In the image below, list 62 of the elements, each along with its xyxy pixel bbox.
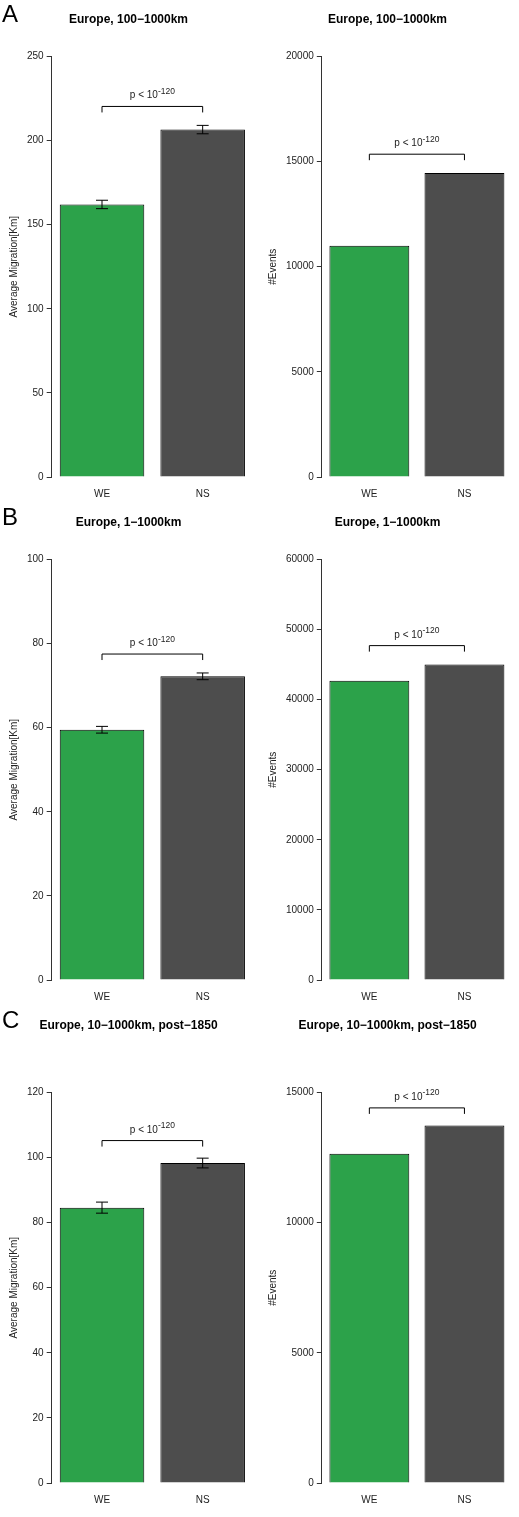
y-axis-title: #Events [266, 248, 278, 285]
x-tick-label: NS [195, 1493, 210, 1505]
x-tick-label: WE [361, 1493, 378, 1505]
chart-title: Europe, 1−1000km [334, 514, 441, 529]
y-tick-label: 10000 [286, 260, 315, 272]
x-tick-label: NS [195, 990, 210, 1002]
x-tick-label: WE [93, 990, 111, 1002]
y-tick-label: 0 [38, 1476, 45, 1488]
x-tick-label: NS [457, 1493, 472, 1505]
y-tick-label: 250 [27, 50, 45, 62]
x-tick-label: NS [195, 487, 210, 499]
y-tick-label: 20000 [286, 50, 315, 62]
chart-title: Europe, 1−1000km [75, 514, 182, 529]
y-tick-label: 100 [27, 553, 45, 565]
y-tick-label: 0 [38, 470, 45, 482]
y-tick-label: 100 [27, 302, 45, 314]
y-tick-label: 60000 [286, 553, 315, 565]
x-tick-label: WE [93, 1493, 111, 1505]
chart-title: Europe, 100−1000km [68, 11, 189, 26]
text: C [2, 1006, 20, 1034]
x-tick-label: WE [361, 990, 378, 1002]
y-tick-label: 40 [32, 805, 45, 817]
y-tick-label: 5000 [291, 1346, 315, 1358]
chart-title: Europe, 10−1000km, post−1850 [39, 1017, 218, 1032]
y-tick-label: 40000 [286, 693, 315, 705]
y-tick-label: 200 [27, 134, 45, 146]
y-tick-label: 30000 [286, 763, 315, 775]
x-tick-label: NS [457, 487, 472, 499]
y-tick-label: 80 [32, 637, 45, 649]
text: B [2, 503, 19, 531]
y-tick-label: 0 [308, 1476, 315, 1488]
y-tick-label: 10000 [286, 1216, 315, 1228]
y-axis-title: #Events [266, 1269, 278, 1306]
y-tick-label: 0 [308, 470, 315, 482]
y-tick-label: 120 [27, 1086, 45, 1098]
x-tick-label: WE [361, 487, 378, 499]
y-tick-label: 0 [308, 973, 315, 985]
y-tick-label: 5000 [291, 365, 315, 377]
y-tick-label: 50000 [286, 623, 315, 635]
y-tick-label: 40 [32, 1346, 45, 1358]
y-tick-label: 20 [32, 1411, 45, 1423]
y-axis-title: Average Migration[Km] [7, 1236, 19, 1339]
y-axis-title: Average Migration[Km] [7, 215, 19, 318]
x-tick-label: NS [457, 990, 472, 1002]
y-tick-label: 50 [32, 386, 45, 398]
y-tick-label: 15000 [286, 155, 315, 167]
x-tick-label: WE [93, 487, 111, 499]
y-tick-label: 100 [27, 1151, 45, 1163]
y-tick-label: 60 [32, 721, 45, 733]
chart-title: Europe, 100−1000km [327, 11, 448, 26]
y-tick-label: 20000 [286, 833, 315, 845]
y-tick-label: 60 [32, 1281, 45, 1293]
y-tick-label: 10000 [286, 903, 315, 915]
y-axis-title: #Events [266, 751, 278, 788]
text: A [2, 0, 19, 28]
chart-title: Europe, 10−1000km, post−1850 [298, 1017, 477, 1032]
y-tick-label: 15000 [286, 1086, 315, 1098]
y-tick-label: 0 [38, 973, 45, 985]
y-tick-label: 150 [27, 218, 45, 230]
y-axis-title: Average Migration[Km] [7, 718, 19, 821]
y-tick-label: 20 [32, 889, 45, 901]
y-tick-label: 80 [32, 1216, 45, 1228]
